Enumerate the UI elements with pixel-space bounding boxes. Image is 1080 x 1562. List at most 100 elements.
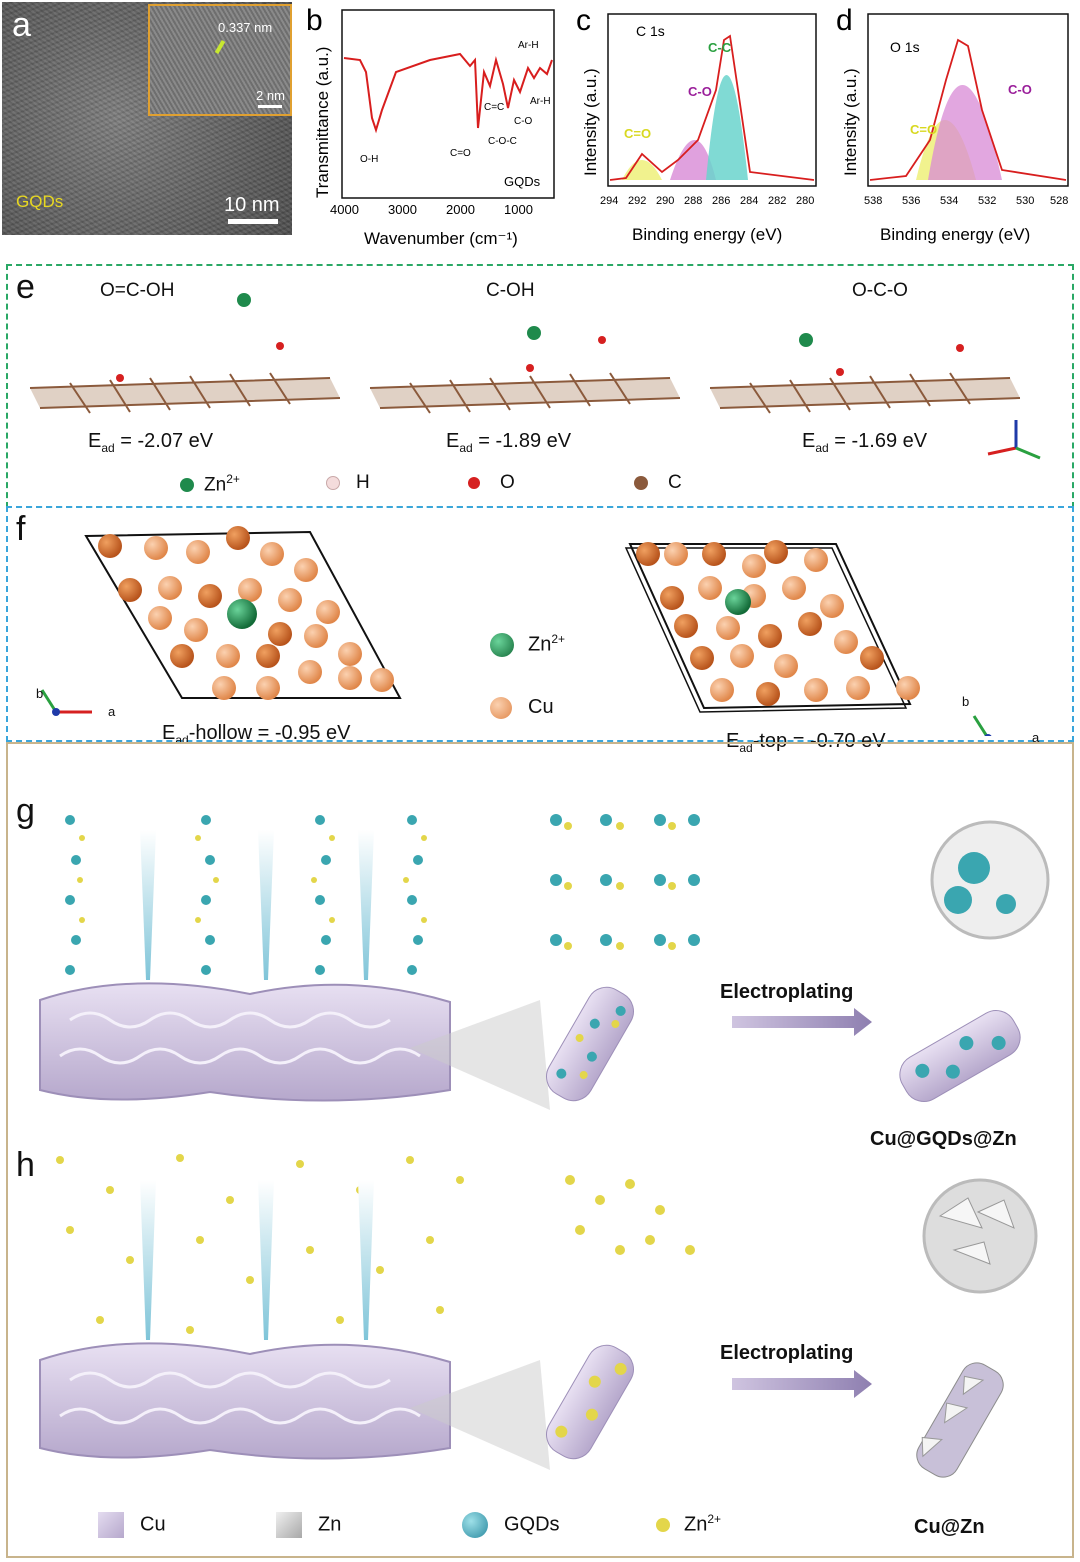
eads-top-sub: ad <box>739 741 753 755</box>
h-cu-scaffold <box>39 1342 451 1460</box>
o1s-peak-ceo-label: C=O <box>910 122 937 137</box>
legend-cu: Cu <box>98 1512 166 1538</box>
legend-zn-ion: Zn2+ <box>656 1512 721 1537</box>
ftir-tick-3000: 3000 <box>388 202 417 217</box>
o1s-tick-536: 536 <box>902 195 920 207</box>
c1s-peak-co-label: C-O <box>688 84 712 99</box>
axis-a-left: a <box>108 704 116 719</box>
c-atom-icon <box>634 475 648 490</box>
o1s-envelope <box>869 38 1067 181</box>
structure-name-1: O=C-OH <box>100 280 175 301</box>
h-fiber <box>546 1344 634 1460</box>
panel-b-label: b <box>306 4 323 37</box>
g-field-arrows <box>140 830 374 980</box>
zn-ion-icon <box>490 633 514 658</box>
c1s-tick-284: 284 <box>740 195 758 207</box>
h-zoom-cone <box>410 1360 550 1470</box>
o1s-peak-co-label: C-O <box>1008 82 1032 97</box>
c1s-tick-292: 292 <box>628 195 646 207</box>
c1s-peak-co <box>670 140 716 180</box>
legend-e-c: C <box>634 472 682 494</box>
ftir-ann-oh: O-H <box>360 154 378 165</box>
c1s-tick-288: 288 <box>684 195 702 207</box>
g-zn-dots <box>77 835 427 923</box>
h-process-label: Electroplating <box>720 1342 854 1364</box>
c1s-xlabel: Binding energy (eV) <box>632 225 782 244</box>
g-product-label: Cu@GQDs@Zn <box>870 1128 1017 1150</box>
o-atom-icon <box>468 476 480 489</box>
c1s-tick-286: 286 <box>712 195 730 207</box>
o1s-frame <box>867 13 1069 187</box>
cu-cube-icon <box>98 1512 124 1538</box>
eads-hollow-value: -hollow = -0.95 eV <box>188 722 351 744</box>
xps-c1s-chart: c C 1s C-C C-O C=O 294 292 290 288 286 2… <box>576 4 817 244</box>
h-atom-icon <box>326 475 340 490</box>
c1s-tick-290: 290 <box>656 195 674 207</box>
tem-image: 0.337 nm 2 nm a GQDs 10 nm <box>2 2 292 235</box>
eads-2-eq: = <box>472 430 496 452</box>
eads-1-sub: ad <box>101 441 115 455</box>
eads-3-eq: = <box>828 430 852 452</box>
eads-2: Ead = -1.89 eV <box>446 430 571 455</box>
eads-3-sym: E <box>802 430 816 452</box>
axis-triad-e <box>987 420 1041 460</box>
c1s-peak-ceo <box>622 160 662 180</box>
eads-hollow: Ead-hollow = -0.95 eV <box>162 722 350 747</box>
h-field-arrows <box>140 1180 374 1340</box>
h-product-label: Cu@Zn <box>914 1516 985 1538</box>
eads-top-value: -top = -0.70 eV <box>752 730 886 752</box>
ftir-ann-coc: C-O-C <box>488 136 517 147</box>
inset-scale-label: 2 nm <box>256 88 285 103</box>
ftir-ann-cc: C=C <box>484 102 504 113</box>
eads-top-sym: E <box>726 730 740 752</box>
zn-atom-icon <box>180 478 194 493</box>
o1s-peak-co <box>928 85 1002 180</box>
lattice-marker <box>214 39 226 55</box>
h-ion-cluster <box>565 1175 695 1255</box>
legend-f-cu-label: Cu <box>528 696 554 718</box>
panel-f-frame <box>6 506 1074 742</box>
panel-gh-frame <box>6 742 1074 1558</box>
graphene-sheet-3 <box>709 333 1021 414</box>
lattice-spacing: 0.337 nm <box>218 20 273 35</box>
panel-g-label: g <box>16 792 35 830</box>
c1s-tick-280: 280 <box>796 195 814 207</box>
ftir-xlabel: Wavenumber (cm⁻¹) <box>364 229 518 248</box>
zn-top-site <box>725 589 751 615</box>
c1s-ylabel: Intensity (a.u.) <box>581 68 600 176</box>
legend-e-h-label: H <box>356 472 370 493</box>
legend-f-zn-sup: 2+ <box>551 632 566 646</box>
o1s-tick-528: 528 <box>1050 195 1068 207</box>
ftir-ann-c-o: C-O <box>514 116 533 127</box>
h-product-fiber <box>916 1362 1004 1478</box>
xps-o1s-chart: d O 1s C-O C=O 538 536 534 532 530 528 B… <box>836 4 1069 244</box>
legend-e-c-label: C <box>668 472 682 493</box>
panel-a-label: a <box>12 6 31 44</box>
dft-gqds-structures <box>29 293 1041 460</box>
legend-zn-ion-label: Zn <box>684 1513 708 1536</box>
cu-atoms-left <box>98 526 394 700</box>
eads-3-sub: ad <box>815 441 829 455</box>
zn-hollow-site <box>227 599 257 629</box>
legend-f-zn: Zn2+ <box>490 632 566 658</box>
o1s-ylabel: Intensity (a.u.) <box>841 68 860 176</box>
o1s-tick-532: 532 <box>978 195 996 207</box>
c1s-tick-294: 294 <box>600 195 618 207</box>
o1s-xlabel: Binding energy (eV) <box>880 225 1030 244</box>
h-zn-dots <box>56 1154 464 1334</box>
cu-atoms-right <box>636 540 920 706</box>
g-ion-grid <box>550 814 700 950</box>
panel-c-label: c <box>576 4 591 37</box>
h-scaffold-mesh <box>59 1371 421 1425</box>
gqds-label: GQDs <box>16 192 64 211</box>
eads-1-eq: = <box>114 430 138 452</box>
panel-h-label: h <box>16 1146 35 1184</box>
gqd-sphere-icon <box>462 1512 488 1538</box>
g-zoom-cone <box>410 1000 550 1110</box>
g-gqd-columns <box>65 815 423 975</box>
c1s-title: C 1s <box>636 23 665 39</box>
legend-f-cu: Cu <box>490 696 554 719</box>
h-zoom-circle <box>922 1178 1038 1294</box>
legend-zn: Zn <box>276 1512 341 1538</box>
hrtem-inset: 0.337 nm 2 nm <box>148 4 292 116</box>
